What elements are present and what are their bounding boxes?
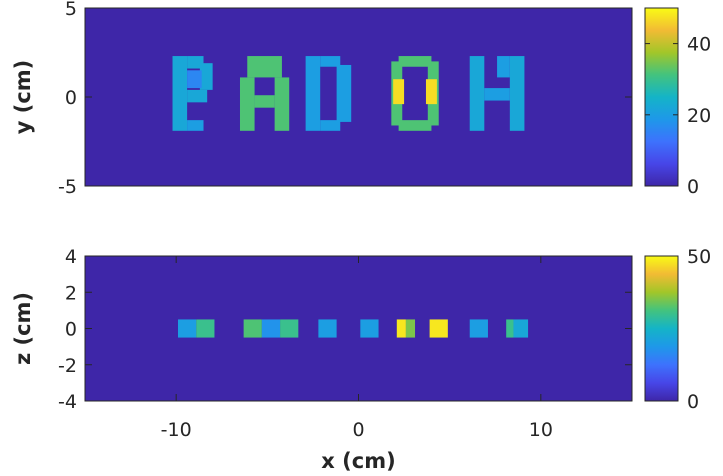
heatmap-cell <box>425 79 437 105</box>
colorbar-tick-label: 0 <box>687 391 699 413</box>
y-tick-label: -2 <box>58 355 77 377</box>
x-tick-label: -10 <box>161 419 192 441</box>
y-tick-label: 0 <box>65 87 77 109</box>
heatmap-cell <box>305 56 321 131</box>
heatmap-cell <box>177 319 197 338</box>
x-axis-label: x (cm) <box>321 449 395 473</box>
y-tick-label: 5 <box>65 0 77 20</box>
heatmap-cell <box>254 95 275 108</box>
heatmap-cell <box>393 79 405 105</box>
heatmap-cell <box>320 120 341 131</box>
heatmap-cell <box>187 56 204 69</box>
colorbar-tick-label: 20 <box>687 105 711 127</box>
heatmap-cell <box>336 64 352 122</box>
colorbar-tick-label: 0 <box>687 176 699 198</box>
heatmap-background <box>85 256 632 401</box>
heatmap-cell <box>405 319 416 338</box>
heatmap-cell <box>509 56 525 131</box>
panel-bottom: 4 2 0 -2 -4 -10 0 10 z (cm) x (cm) 50 0 <box>11 246 711 473</box>
heatmap-cell <box>318 319 337 338</box>
y-tick-label: -5 <box>58 176 77 198</box>
heatmap-cell <box>429 319 448 338</box>
heatmap-cell <box>513 319 529 338</box>
heatmap-cell <box>506 319 514 338</box>
heatmap-cell <box>469 319 488 338</box>
y-axis-label: z (cm) <box>11 292 35 365</box>
heatmap-cell <box>199 63 213 90</box>
heatmap-cell <box>239 77 255 131</box>
heatmap-cell <box>187 89 208 103</box>
heatmap-cell <box>497 56 510 78</box>
heatmap-cell <box>187 70 202 89</box>
heatmap-cell <box>396 319 406 338</box>
heatmap-cell <box>172 56 188 131</box>
heatmap-cell <box>196 319 215 338</box>
x-tick-label: 0 <box>352 419 364 441</box>
colorbar-tick-label: 50 <box>687 246 711 268</box>
colorbar <box>644 255 679 402</box>
heatmap-background <box>85 8 632 186</box>
heatmap-cell <box>280 319 299 338</box>
y-axis-label: y (cm) <box>11 60 35 135</box>
colorbar <box>644 7 679 187</box>
colorbar-tick-label: 40 <box>687 34 711 56</box>
heatmap-cell <box>320 56 341 67</box>
heatmap-cell <box>360 319 379 338</box>
heatmap-cell <box>243 319 262 338</box>
heatmap-cell <box>187 120 204 131</box>
heatmap-cell <box>274 77 290 131</box>
y-tick-label: 2 <box>65 282 77 304</box>
heatmap-cell <box>398 120 432 131</box>
y-tick-label: -4 <box>58 391 77 413</box>
heatmap-cell <box>261 319 281 338</box>
heatmap-cell <box>247 56 282 78</box>
heatmap-cell <box>484 88 510 101</box>
heatmap-cell <box>398 56 432 67</box>
heatmap-cell <box>469 56 485 131</box>
x-tick-label: 10 <box>529 419 553 441</box>
y-tick-label: 4 <box>65 246 77 268</box>
panel-top: 5 0 -5 y (cm) 40 20 0 <box>11 0 711 198</box>
y-tick-label: 0 <box>65 319 77 341</box>
